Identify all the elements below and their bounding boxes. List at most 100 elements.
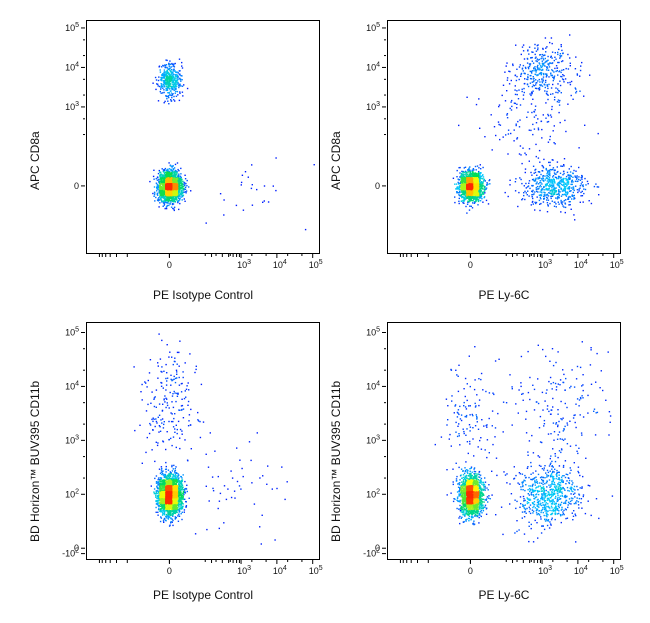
- data-point: [537, 178, 539, 180]
- data-point: [476, 187, 479, 189]
- data-point: [241, 174, 244, 176]
- data-point: [166, 77, 168, 80]
- data-point: [544, 185, 547, 187]
- data-point: [482, 201, 484, 203]
- data-point: [537, 80, 539, 82]
- data-point: [526, 78, 528, 80]
- data-point: [538, 176, 541, 178]
- data-point: [477, 196, 479, 198]
- data-point: [534, 57, 537, 59]
- data-point: [517, 205, 519, 208]
- data-point: [568, 188, 570, 190]
- data-point: [551, 62, 554, 64]
- data-point: [575, 90, 578, 93]
- data-point: [161, 66, 163, 68]
- data-point: [527, 49, 529, 51]
- data-point: [564, 189, 566, 191]
- data-point: [165, 74, 168, 76]
- data-point: [475, 180, 477, 183]
- data-point: [568, 174, 570, 176]
- data-point: [529, 82, 532, 84]
- data-point: [533, 116, 536, 118]
- data-point: [528, 182, 530, 184]
- data-point: [466, 212, 468, 214]
- y-tick-label: 104: [65, 61, 79, 72]
- data-point: [516, 138, 518, 140]
- data-point: [171, 194, 174, 196]
- data-point: [163, 75, 165, 77]
- data-point: [565, 175, 568, 178]
- data-point: [542, 201, 545, 203]
- data-point: [535, 50, 538, 52]
- data-point: [267, 201, 270, 203]
- data-point: [461, 183, 463, 186]
- data-point: [152, 82, 154, 84]
- data-point: [478, 177, 481, 180]
- data-point: [547, 178, 550, 181]
- data-point: [558, 101, 560, 103]
- data-point: [475, 172, 477, 175]
- data-point: [471, 177, 474, 180]
- data-point: [521, 198, 524, 200]
- data-point: [537, 183, 540, 185]
- data-point: [157, 79, 160, 82]
- data-point: [569, 201, 571, 203]
- data-point: [532, 165, 535, 167]
- data-point: [505, 65, 507, 67]
- data-point: [458, 179, 460, 181]
- data-point: [180, 184, 183, 186]
- data-point: [569, 178, 571, 180]
- data-point: [570, 190, 572, 192]
- data-point: [551, 192, 553, 195]
- data-point: [570, 175, 572, 178]
- data-point: [473, 192, 475, 195]
- data-point: [552, 79, 554, 82]
- data-point: [546, 184, 548, 186]
- data-point: [156, 192, 159, 194]
- data-point: [466, 203, 469, 205]
- data-point: [575, 88, 577, 90]
- data-point: [182, 192, 184, 194]
- data-point: [527, 66, 529, 68]
- data-point: [523, 58, 526, 60]
- data-point: [465, 174, 467, 176]
- data-point: [169, 202, 171, 204]
- data-point: [551, 159, 553, 161]
- data-point: [165, 89, 167, 92]
- data-point: [546, 90, 548, 93]
- data-point: [552, 70, 554, 72]
- data-point: [554, 187, 557, 189]
- data-point: [469, 200, 472, 202]
- data-point: [475, 169, 477, 171]
- data-point: [469, 197, 472, 200]
- data-point: [499, 124, 502, 126]
- data-point: [552, 168, 554, 171]
- data-point: [176, 199, 178, 201]
- data-point: [174, 175, 177, 177]
- data-point: [560, 187, 562, 189]
- data-point: [159, 188, 161, 190]
- data-point: [558, 192, 560, 194]
- data-point: [535, 201, 538, 204]
- data-point: [477, 184, 479, 186]
- data-point: [507, 153, 509, 155]
- data-point: [550, 184, 552, 187]
- data-point: [179, 192, 181, 195]
- data-point: [548, 76, 550, 78]
- data-point: [543, 191, 545, 193]
- data-point: [537, 191, 539, 193]
- data-point: [557, 90, 560, 92]
- data-point: [160, 177, 162, 179]
- data-point: [163, 176, 165, 178]
- data-point: [179, 178, 181, 180]
- data-point: [475, 178, 478, 180]
- data-point: [534, 191, 536, 193]
- data-point: [547, 59, 549, 61]
- data-point: [173, 185, 176, 187]
- data-point: [181, 67, 184, 69]
- data-point: [470, 198, 472, 201]
- data-point: [170, 206, 173, 208]
- data-point: [545, 60, 547, 63]
- data-point: [176, 191, 178, 193]
- data-point: [480, 176, 482, 178]
